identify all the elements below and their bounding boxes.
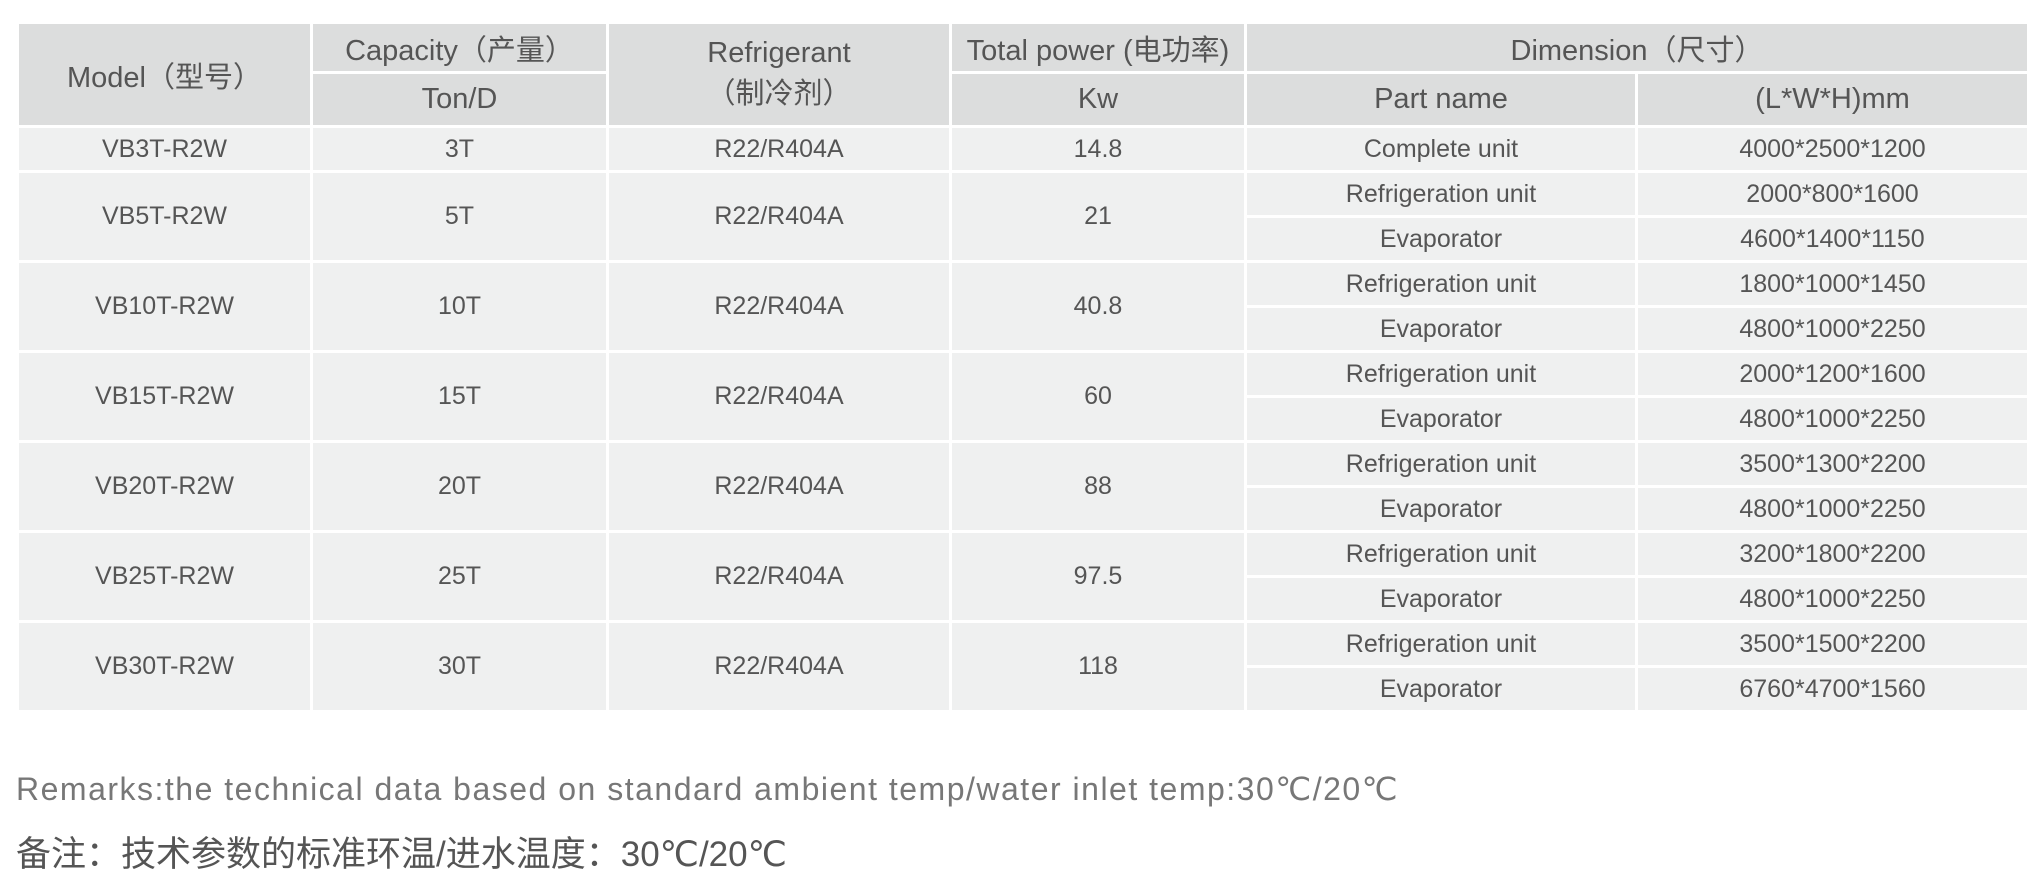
cell: VB20T-R2W [16, 440, 313, 533]
spec-table-wrap: Model（型号） Capacity（产量） Refrigerant （制冷剂） … [16, 21, 2029, 713]
table-row: VB10T-R2W 10T R22/R404A 40.8 Refrigeration u… [16, 260, 2029, 353]
cell: R22/R404A [606, 620, 952, 713]
cell: VB25T-R2W [16, 530, 313, 623]
table-row: VB25T-R2W 25T R22/R404A 97.5 Refrigeration u… [16, 530, 2029, 623]
cell: Refrigeration unit [1244, 620, 1638, 668]
table-row: VB5T-R2W 5T R22/R404A 21 Refrigeration unit 2… [16, 170, 2029, 263]
cell: 15T [310, 350, 609, 443]
cell: 4000*2500*1200 [1635, 125, 2029, 173]
cell: R22/R404A [606, 440, 952, 533]
cell: 25T [310, 530, 609, 623]
cell: 3200*1800*2200 [1635, 530, 2029, 578]
cell: Evaporator [1244, 215, 1638, 263]
cell: 4600*1400*1150 [1635, 215, 2029, 263]
table-row: Evaporator 4800*1000*2250 [18, 395, 2029, 443]
cell: R22/R404A [606, 260, 952, 353]
header-cell: Ton/D [310, 71, 609, 128]
spec-table: Model（型号） Capacity（产量） Refrigerant （制冷剂） … [16, 21, 2029, 713]
cell: VB3T-R2W [16, 125, 313, 173]
cell: 118 [949, 620, 1247, 713]
table-row: VB20T-R2W 20T R22/R404A 88 Refrigeration uni… [16, 440, 2029, 533]
table-row: Evaporator 4800*1000*2250 [18, 485, 2029, 533]
cell: VB5T-R2W [16, 170, 313, 263]
cell: Evaporator [1244, 395, 1638, 443]
table-row: Evaporator 4800*1000*2250 [18, 575, 2029, 623]
cell: 60 [949, 350, 1247, 443]
cell: R22/R404A [606, 530, 952, 623]
cell: 14.8 [949, 125, 1247, 173]
header-cell: Refrigerant （制冷剂） [606, 21, 952, 128]
header-cell: Dimension（尺寸） [1244, 21, 2029, 74]
remark-cn: 备注：技术参数的标准环温/进水温度：30℃/20℃ [16, 835, 787, 874]
cell: 4800*1000*2250 [1635, 395, 2029, 443]
table-row: Evaporator 6760*4700*1560 [18, 665, 2029, 713]
cell: VB10T-R2W [16, 260, 313, 353]
cell: 97.5 [949, 530, 1247, 623]
cell: Refrigeration unit [1244, 350, 1638, 398]
cell: 6760*4700*1560 [1635, 665, 2029, 713]
cell: Complete unit [1244, 125, 1638, 173]
cell: 3500*1500*2200 [1635, 620, 2029, 668]
remark-en: Remarks:the technical data based on stan… [16, 771, 1400, 807]
cell: 30T [310, 620, 609, 713]
cell: R22/R404A [606, 125, 952, 173]
cell: 21 [949, 170, 1247, 263]
cell: 3T [310, 125, 609, 173]
header-cell: Kw [949, 71, 1247, 128]
cell: 20T [310, 440, 609, 533]
cell: 1800*1000*1450 [1635, 260, 2029, 308]
header-cell: Capacity（产量） [310, 21, 609, 74]
table-row: Evaporator 4600*1400*1150 [18, 215, 2029, 263]
cell: 10T [310, 260, 609, 353]
cell: 2000*800*1600 [1635, 170, 2029, 218]
cell: Refrigeration unit [1244, 440, 1638, 488]
cell: 4800*1000*2250 [1635, 485, 2029, 533]
cell: 40.8 [949, 260, 1247, 353]
cell: 3500*1300*2200 [1635, 440, 2029, 488]
table-row: VB15T-R2W 15T R22/R404A 60 Refrigeration uni… [16, 350, 2029, 443]
cell: Refrigeration unit [1244, 260, 1638, 308]
cell: 2000*1200*1600 [1635, 350, 2029, 398]
cell: VB30T-R2W [16, 620, 313, 713]
table-body: VB3T-R2W 3T R22/R404A 14.8 Complete unit 4000… [16, 125, 2029, 713]
header-cell: Part name [1244, 71, 1638, 128]
cell: Refrigeration unit [1244, 170, 1638, 218]
cell: Evaporator [1244, 575, 1638, 623]
cell: R22/R404A [606, 350, 952, 443]
header-cell: (L*W*H)mm [1635, 71, 2029, 128]
header-cell: Model（型号） [16, 21, 313, 128]
table-row: VB30T-R2W 30T R22/R404A 118 Refrigeration un… [16, 620, 2029, 713]
cell: 4800*1000*2250 [1635, 305, 2029, 353]
cell: R22/R404A [606, 170, 952, 263]
cell: 88 [949, 440, 1247, 533]
cell: 5T [310, 170, 609, 263]
table-row: VB3T-R2W 3T R22/R404A 14.8 Complete unit 4000… [16, 125, 2029, 173]
header-text: （制冷剂） [706, 78, 852, 110]
cell: Evaporator [1244, 485, 1638, 533]
cell: VB15T-R2W [16, 350, 313, 443]
cell: 4800*1000*2250 [1635, 575, 2029, 623]
cell: Evaporator [1244, 305, 1638, 353]
table-header: Model（型号） Capacity（产量） Refrigerant （制冷剂） … [16, 21, 2029, 128]
header-cell: Total power (电功率) [949, 21, 1247, 74]
cell: Refrigeration unit [1244, 530, 1638, 578]
cell: Evaporator [1244, 665, 1638, 713]
header-text: Refrigerant [707, 37, 851, 69]
table-row: Evaporator 4800*1000*2250 [18, 305, 2029, 353]
